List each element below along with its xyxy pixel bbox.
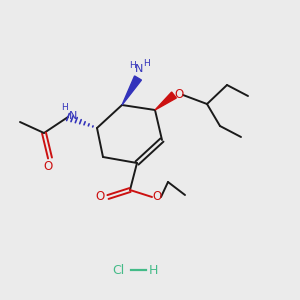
Text: Cl: Cl xyxy=(112,263,124,277)
Text: O: O xyxy=(44,160,52,172)
Text: N: N xyxy=(135,64,143,74)
Text: N: N xyxy=(69,111,77,121)
Text: H: H xyxy=(129,61,135,70)
Polygon shape xyxy=(122,76,141,105)
Text: O: O xyxy=(152,190,162,202)
Text: H: H xyxy=(144,59,150,68)
Polygon shape xyxy=(155,92,176,110)
Text: O: O xyxy=(174,88,184,100)
Text: O: O xyxy=(95,190,105,202)
Text: H: H xyxy=(61,103,68,112)
Text: H: H xyxy=(148,263,158,277)
